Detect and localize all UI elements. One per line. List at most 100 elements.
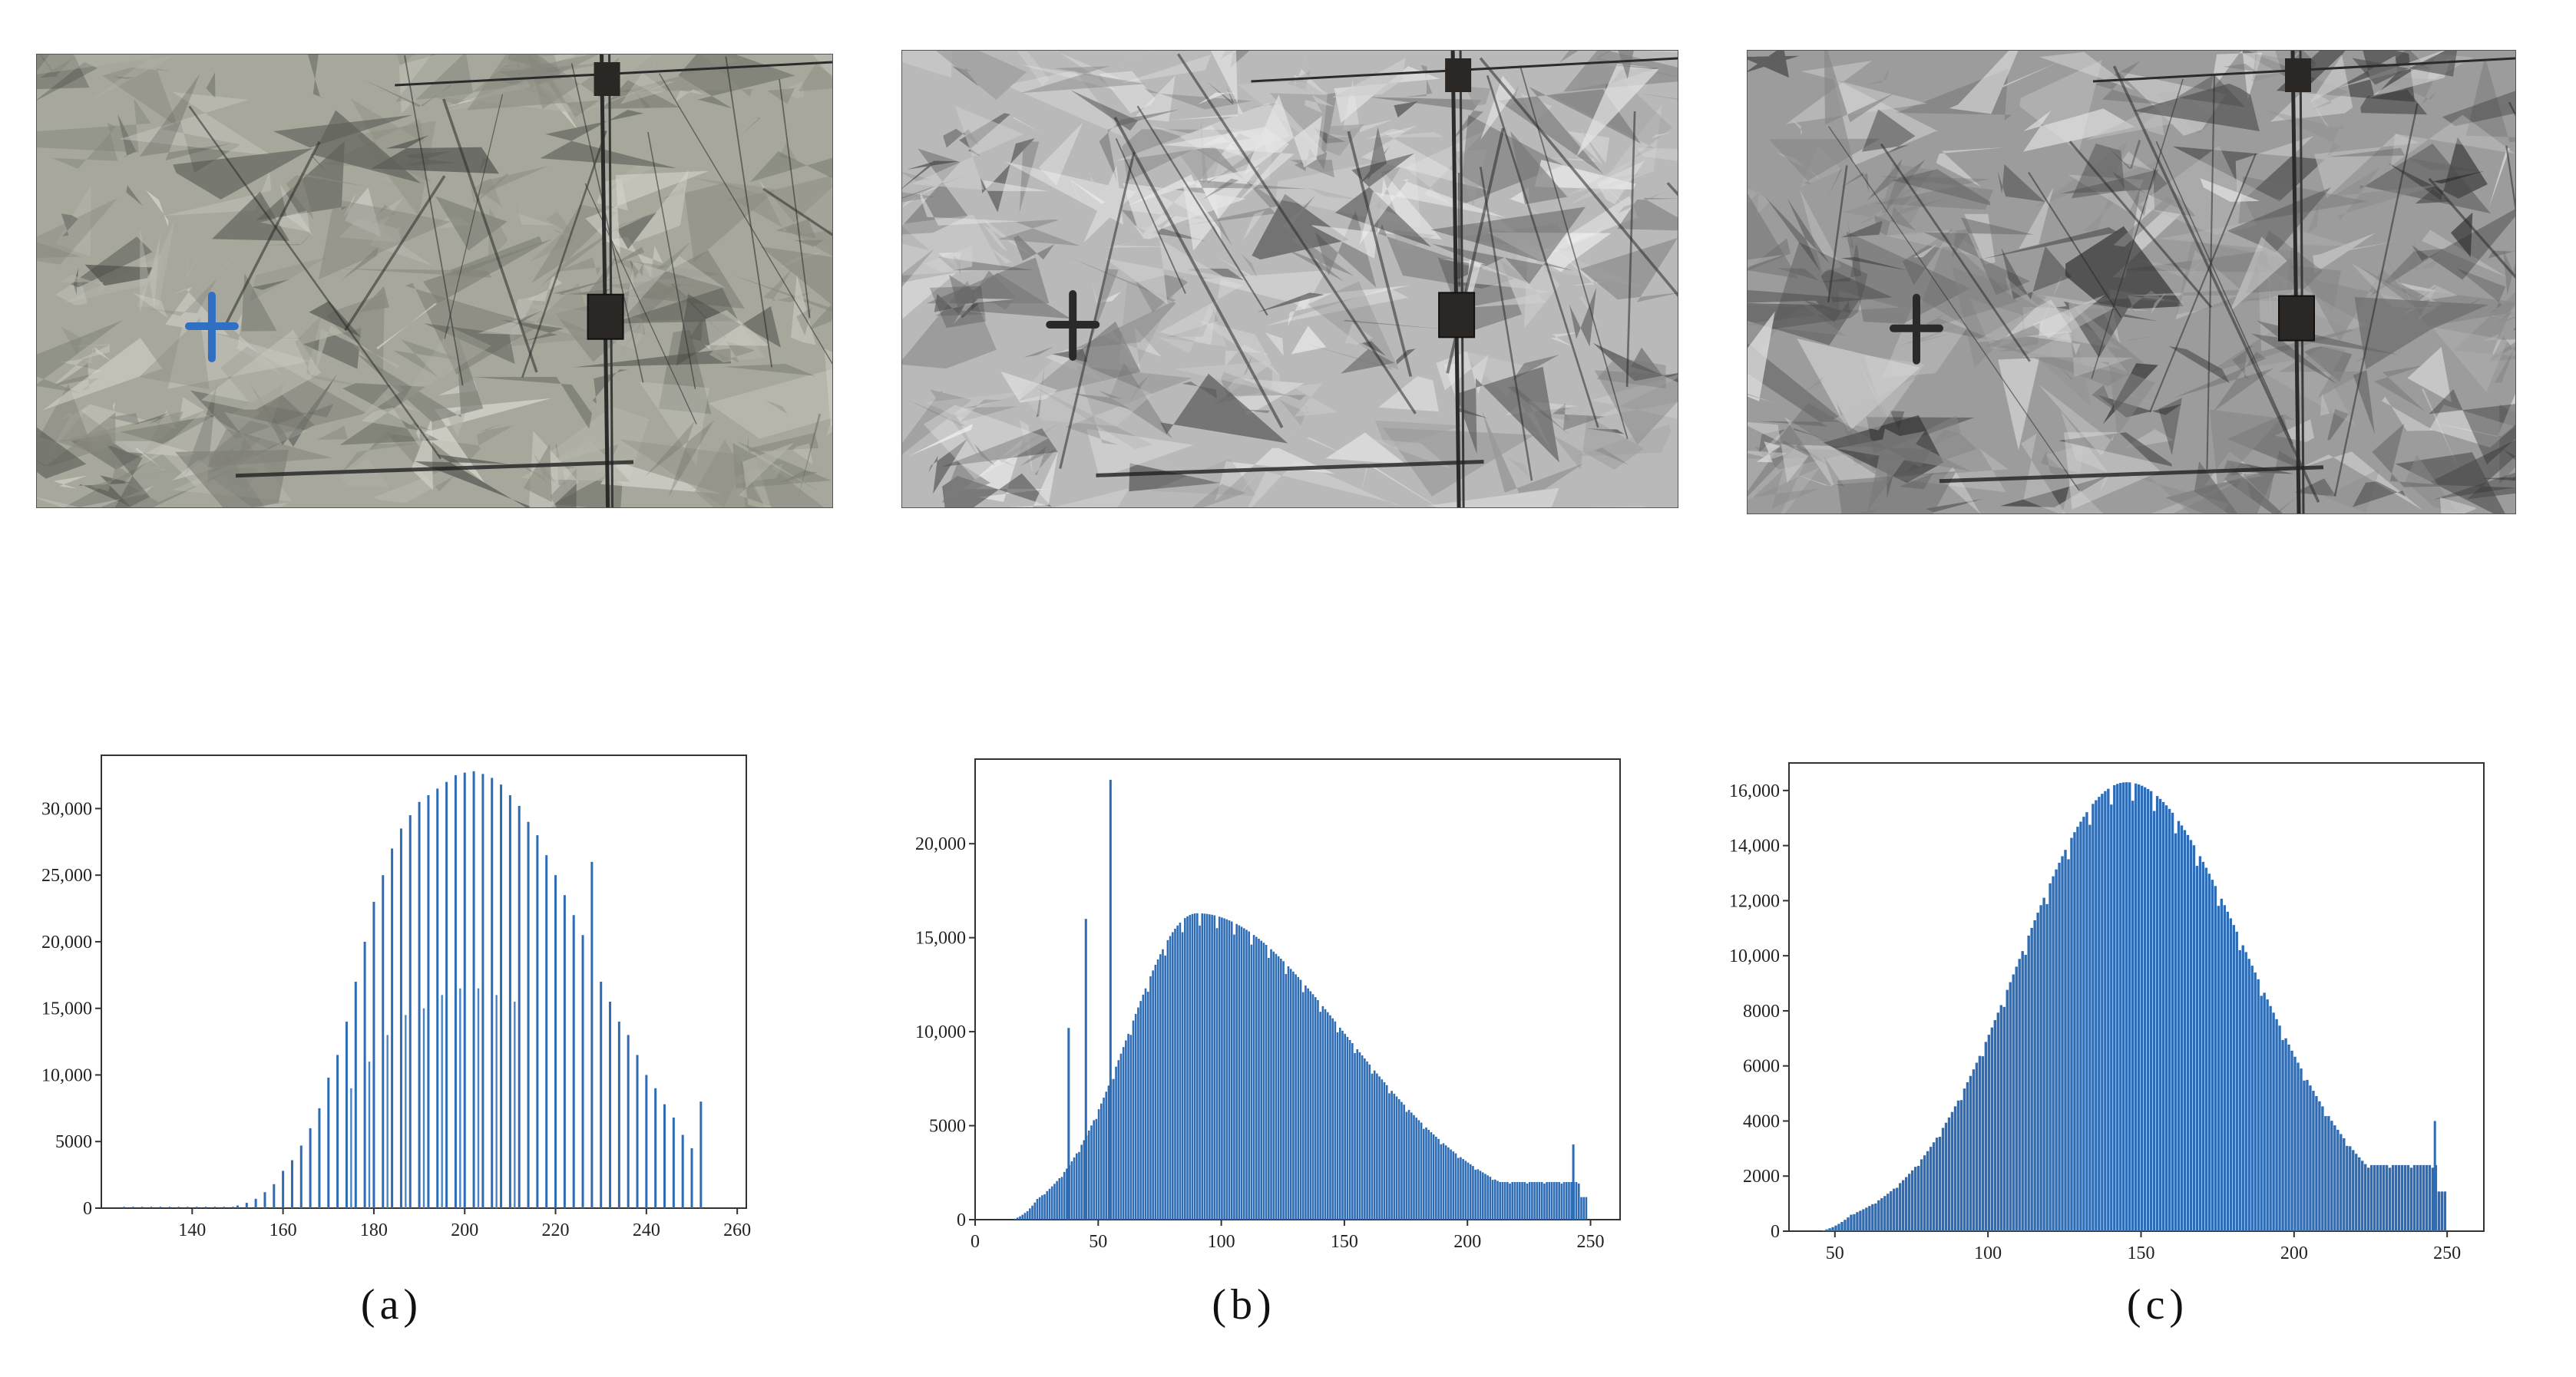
histogram-bar: [2223, 905, 2227, 1231]
histogram-bar: [418, 801, 421, 1208]
histogram-bar: [2140, 785, 2144, 1231]
histogram-bar: [2440, 1191, 2444, 1231]
histogram-bar: [1887, 1194, 1890, 1231]
histogram-bar: [399, 828, 402, 1208]
histogram-bar: [1501, 1182, 1504, 1220]
histogram-bar: [1890, 1190, 1893, 1231]
y-tick-label: 4000: [1743, 1111, 1780, 1131]
histogram-bar: [436, 788, 439, 1208]
histogram-bar: [2287, 1044, 2290, 1231]
histogram-bar: [2116, 784, 2119, 1231]
histogram-bar: [1242, 928, 1245, 1220]
histogram-bar: [2306, 1079, 2309, 1231]
y-tick-label: 20,000: [41, 933, 92, 953]
histogram-bar: [1339, 1027, 1341, 1220]
histogram-bar: [1292, 971, 1295, 1220]
histogram-bar: [2061, 856, 2064, 1231]
histogram-bar: [168, 1207, 170, 1208]
histogram-bar: [1050, 1186, 1053, 1220]
histogram-bar: [1926, 1151, 1930, 1231]
histogram-bar: [645, 1075, 648, 1208]
histogram-bar: [2002, 1006, 2006, 1231]
histogram-bar: [2174, 833, 2178, 1231]
histogram-bar: [1146, 992, 1149, 1220]
histogram-bar: [1186, 916, 1189, 1220]
histogram-bar: [187, 1207, 189, 1208]
histogram-bar: [1280, 959, 1282, 1220]
histogram-bar: [2192, 845, 2196, 1231]
histogram-bar: [1987, 1035, 1991, 1231]
histogram-bar: [1132, 1020, 1135, 1220]
histogram-bar: [2355, 1154, 2358, 1231]
histogram-bar: [2250, 966, 2254, 1231]
histogram-bar: [1966, 1082, 1969, 1231]
histogram-bar: [1947, 1117, 1951, 1231]
histogram-bar: [2030, 927, 2033, 1231]
histogram-bar: [1371, 1073, 1374, 1220]
histogram-bar: [1324, 1009, 1327, 1220]
histogram-bar: [1356, 1049, 1359, 1220]
histogram-bar: [2012, 974, 2015, 1231]
histogram-bar: [177, 1207, 180, 1208]
histogram-bar: [299, 1145, 303, 1208]
histogram-bar: [1285, 973, 1288, 1220]
histogram-bar: [1230, 921, 1233, 1220]
histogram-bar: [1558, 1182, 1560, 1220]
histogram-bar: [2009, 982, 2012, 1231]
histogram-bar: [1469, 1164, 1472, 1220]
histogram-bar: [196, 1207, 198, 1208]
histogram-bar: [1166, 939, 1169, 1220]
histogram-bar: [1129, 1035, 1133, 1220]
histogram-bar: [205, 1207, 207, 1208]
histogram-bar: [1996, 1012, 1999, 1231]
histogram-bar: [1904, 1177, 1908, 1231]
histogram-bar: [2412, 1164, 2416, 1231]
cross-marker-icon: [1890, 293, 1943, 365]
histogram-bar: [2278, 1025, 2281, 1231]
histogram-bar: [2229, 918, 2232, 1231]
histogram-bar: [1268, 958, 1270, 1220]
cross-marker-icon: [1046, 290, 1100, 361]
x-tick-label: 240: [633, 1220, 660, 1240]
histogram-bar: [1070, 1161, 1073, 1220]
histogram-bar: [2406, 1164, 2410, 1231]
histogram-bar: [1840, 1222, 1844, 1231]
y-tick-label: 14,000: [1729, 837, 1780, 857]
histogram-bar: [2186, 834, 2190, 1231]
histogram-bar: [1305, 985, 1307, 1220]
histogram-bar: [2254, 972, 2257, 1231]
histogram-bar: [2419, 1164, 2422, 1231]
y-tick-label: 16,000: [1729, 781, 1780, 801]
histogram-bar: [1562, 1182, 1566, 1220]
histogram-bar: [254, 1198, 257, 1208]
histogram-bar: [1444, 1145, 1447, 1220]
x-tick-label: 200: [451, 1220, 478, 1240]
histogram-bar: [581, 935, 584, 1208]
histogram-bar: [2373, 1164, 2376, 1231]
histogram-bar: [1523, 1182, 1526, 1220]
histogram-bar: [1317, 1000, 1319, 1220]
histogram-bar: [1277, 956, 1280, 1220]
histogram-bar: [1938, 1137, 1942, 1231]
histogram-bar: [1577, 1183, 1580, 1220]
histogram-bar: [2131, 801, 2135, 1231]
x-tick-label: 180: [360, 1220, 388, 1240]
histogram-bar: [2119, 783, 2122, 1231]
histogram-bar: [1536, 1182, 1539, 1220]
histogram-bar: [2431, 1167, 2435, 1231]
histogram-bar: [2125, 782, 2128, 1231]
histogram-bar: [422, 1008, 425, 1208]
histogram-bar: [1036, 1199, 1039, 1220]
histogram-bar: [1193, 913, 1196, 1220]
histogram-bar: [1972, 1069, 1976, 1231]
histogram-bar: [1117, 1060, 1120, 1220]
histogram-bar: [1368, 1064, 1371, 1220]
histogram-bar: [1460, 1157, 1462, 1220]
histogram-bar: [563, 895, 566, 1208]
histogram-bar: [1080, 1144, 1083, 1220]
histogram-bar: [2195, 866, 2199, 1231]
histogram-bar: [1053, 1184, 1056, 1220]
histogram-bar: [1179, 923, 1182, 1220]
histogram-bar: [2226, 911, 2229, 1231]
histogram-bar: [2391, 1164, 2395, 1231]
